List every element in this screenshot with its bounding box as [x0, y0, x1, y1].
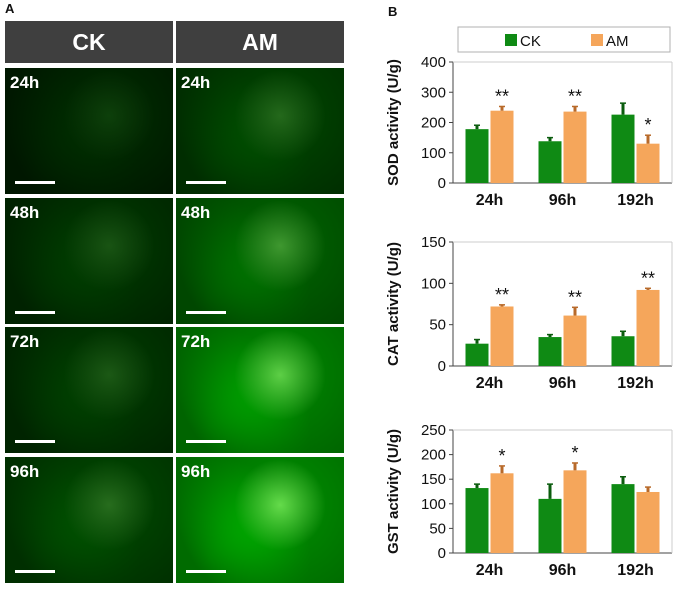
- x-tick-label: 24h: [476, 192, 504, 209]
- scale-bar: [15, 440, 55, 443]
- y-tick-label: 50: [429, 317, 446, 334]
- y-tick-label: 300: [421, 84, 446, 101]
- scale-bar: [15, 570, 55, 573]
- legend: CK AM: [457, 26, 671, 53]
- bar-ck: [538, 498, 562, 553]
- significance-mark: **: [495, 86, 509, 106]
- significance-mark: **: [641, 268, 655, 288]
- y-tick-label: 100: [421, 145, 446, 162]
- chart-1: 0 50 100 150 CAT activity (U/g) 24h ** 96h ** 192…: [385, 234, 673, 392]
- micrograph-am-row-1: 24h: [176, 68, 344, 194]
- scale-bar: [15, 181, 55, 184]
- x-tick-label: 96h: [549, 375, 577, 392]
- y-axis-label: GST activity (U/g): [385, 429, 402, 554]
- legend-swatch-ck: [505, 34, 517, 46]
- y-tick-label: 200: [421, 447, 446, 464]
- micrograph-ck-row-1: 24h: [5, 68, 173, 194]
- micrograph-am-row-3: 72h: [176, 327, 344, 453]
- scale-bar: [186, 181, 226, 184]
- y-tick-label: 50: [429, 520, 446, 537]
- significance-mark: **: [568, 287, 582, 307]
- significance-mark: *: [571, 443, 578, 463]
- bar-am: [490, 306, 514, 366]
- bar-ck: [538, 141, 562, 183]
- scale-bar: [186, 440, 226, 443]
- legend-swatch-am: [591, 34, 603, 46]
- time-label: 72h: [10, 332, 40, 351]
- time-label: 96h: [181, 462, 211, 481]
- y-tick-label: 0: [438, 545, 446, 562]
- y-axis-label: CAT activity (U/g): [385, 242, 402, 366]
- x-tick-label: 96h: [549, 192, 577, 209]
- x-tick-label: 24h: [476, 562, 504, 579]
- chart-2: 0 50 100 150 200 250 GST activity (U/g) 24h * 96h…: [385, 422, 673, 579]
- y-tick-label: 0: [438, 358, 446, 375]
- scale-bar: [186, 570, 226, 573]
- column-header-am: AM: [176, 21, 344, 63]
- y-tick-label: 100: [421, 275, 446, 292]
- bar-ck: [611, 484, 635, 553]
- legend-label-am: AM: [606, 33, 629, 50]
- bar-am: [563, 111, 587, 183]
- y-tick-label: 250: [421, 422, 446, 439]
- bar-am: [636, 491, 660, 553]
- bar-ck: [465, 343, 489, 366]
- micrograph-am-row-2: 48h: [176, 198, 344, 324]
- bar-ck: [465, 488, 489, 553]
- x-tick-label: 96h: [549, 562, 577, 579]
- significance-mark: **: [495, 285, 509, 305]
- x-tick-label: 192h: [617, 562, 653, 579]
- y-tick-label: 150: [421, 471, 446, 488]
- time-label: 24h: [10, 73, 40, 92]
- chart-0: 0 100 200 300 400 SOD activity (U/g) 24h ** 96h *…: [385, 54, 673, 209]
- y-axis-label: SOD activity (U/g): [385, 59, 402, 186]
- y-tick-label: 200: [421, 115, 446, 132]
- scale-bar: [15, 311, 55, 314]
- micrograph-ck-row-2: 48h: [5, 198, 173, 324]
- y-tick-label: 100: [421, 496, 446, 513]
- bar-am: [636, 289, 660, 366]
- bar-ck: [465, 129, 489, 183]
- x-tick-label: 24h: [476, 375, 504, 392]
- micrograph-am-row-4: 96h: [176, 457, 344, 583]
- bar-am: [563, 315, 587, 366]
- bar-am: [490, 473, 514, 553]
- bar-am: [636, 143, 660, 183]
- significance-mark: *: [498, 446, 505, 466]
- legend-label-ck: CK: [520, 33, 541, 50]
- time-label: 72h: [181, 332, 211, 351]
- y-tick-label: 400: [421, 54, 446, 71]
- time-label: 96h: [10, 462, 40, 481]
- bar-ck: [611, 114, 635, 183]
- scale-bar: [186, 311, 226, 314]
- legend-box: [457, 26, 671, 53]
- panel-a-label: A: [5, 1, 15, 16]
- time-label: 24h: [181, 73, 211, 92]
- time-label: 48h: [181, 203, 211, 222]
- y-tick-label: 0: [438, 175, 446, 192]
- micrograph-ck-row-3: 72h: [5, 327, 173, 453]
- bar-am: [490, 110, 514, 183]
- time-label: 48h: [10, 203, 40, 222]
- bar-am: [563, 470, 587, 553]
- bar-ck: [538, 337, 562, 366]
- bar-ck: [611, 336, 635, 366]
- significance-mark: **: [568, 86, 582, 106]
- x-tick-label: 192h: [617, 375, 653, 392]
- y-tick-label: 150: [421, 234, 446, 251]
- micrograph-ck-row-4: 96h: [5, 457, 173, 583]
- column-header-ck: CK: [5, 21, 173, 63]
- panel-b-label: B: [388, 4, 398, 19]
- significance-mark: *: [644, 115, 651, 135]
- x-tick-label: 192h: [617, 192, 653, 209]
